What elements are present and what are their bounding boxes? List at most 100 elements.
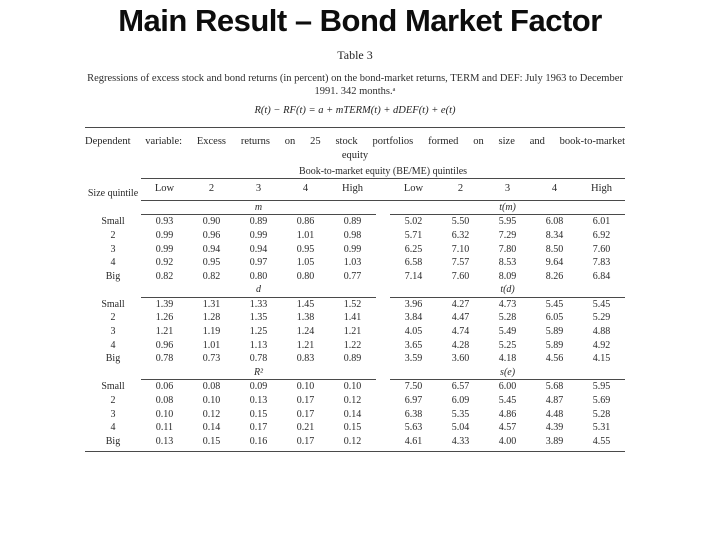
table-cell: 5.68 <box>545 381 564 393</box>
table-cell: 7.60 <box>592 243 611 255</box>
table-row: Small 1.39 1.31 1.33 1.45 1.52 3.96 4.27 4.73 5.4… <box>85 297 625 311</box>
table-cell: 0.99 <box>155 229 174 241</box>
table-cell: 7.60 <box>451 270 470 282</box>
table-cell: 0.21 <box>296 422 315 434</box>
table-cell: 0.92 <box>155 257 174 269</box>
table-cell: 6.25 <box>404 243 423 255</box>
column-gap <box>376 366 390 380</box>
table-cell: 5.31 <box>592 422 611 434</box>
table-cell: 5.50 <box>451 216 470 228</box>
table-row: 3 1.21 1.19 1.25 1.24 1.21 4.05 4.74 5.49 5.89 4.8… <box>85 325 625 339</box>
table-cell: 8.53 <box>498 257 517 269</box>
panel-right-label: t(d) <box>390 283 626 298</box>
table-cell: 0.09 <box>249 381 268 393</box>
column-header: High <box>329 178 376 201</box>
row-label: 2 <box>110 229 116 241</box>
table-cell: 0.82 <box>155 270 174 282</box>
table-cell: 0.80 <box>296 270 315 282</box>
table-cell: 1.21 <box>296 339 315 351</box>
table-cell: 0.12 <box>202 408 221 420</box>
table-cell: 3.89 <box>531 434 578 453</box>
table-row: Big 0.78 0.73 0.78 0.83 0.89 3.59 3.60 4.18 4.56 4… <box>85 352 625 366</box>
table-cell: 5.45 <box>545 298 564 310</box>
table-row: 3 0.10 0.12 0.15 0.17 0.14 6.38 5.35 4.86 4.48 5.2… <box>85 408 625 422</box>
table-cell: 1.38 <box>296 312 315 324</box>
size-quintile-label: Size quintile <box>87 187 139 199</box>
table-cell: 7.80 <box>498 243 517 255</box>
table-row: 2 1.26 1.28 1.35 1.38 1.41 3.84 4.47 5.28 6.05 5.2… <box>85 311 625 325</box>
table-cell: 0.89 <box>343 353 362 365</box>
table-cell: 1.03 <box>343 257 362 269</box>
row-label: Small <box>101 298 125 310</box>
table-cell: 0.89 <box>249 216 268 228</box>
table-cell: 5.71 <box>404 229 423 241</box>
row-label: Big <box>85 434 141 453</box>
table-cell: 0.94 <box>249 243 268 255</box>
table-cell: 0.16 <box>235 434 282 453</box>
table-cell: 1.31 <box>202 298 221 310</box>
table-cell: 0.86 <box>296 216 315 228</box>
row-label: Small <box>101 381 125 393</box>
table-row: 3 0.99 0.94 0.94 0.95 0.99 6.25 7.10 7.80 8.50 7.6… <box>85 243 625 257</box>
regression-table: Size quintile Book-to-market equity (BE/… <box>85 164 626 453</box>
table-cell: 0.11 <box>155 422 174 434</box>
table-cell: 4.48 <box>545 408 564 420</box>
table-cell: 0.12 <box>343 395 362 407</box>
table-cell: 0.89 <box>343 216 362 228</box>
table-cell: 3.65 <box>404 339 423 351</box>
table-row: Big 0.82 0.82 0.80 0.80 0.77 7.14 7.60 8.09 8.26 6… <box>85 270 625 284</box>
row-label: Big <box>105 270 121 282</box>
column-header: 2 <box>188 178 235 201</box>
table-cell: 1.24 <box>296 326 315 338</box>
table-cell: 9.64 <box>545 257 564 269</box>
table-cell: 5.89 <box>545 326 564 338</box>
table-cell: 5.49 <box>498 326 517 338</box>
table-cell: 7.83 <box>592 257 611 269</box>
table-caption: Regressions of excess stock and bond ret… <box>87 73 623 98</box>
table-row: Small 0.93 0.90 0.89 0.86 0.89 5.02 5.50 5.95 6.0… <box>85 215 625 229</box>
row-label: Big <box>105 353 121 365</box>
table-cell: 4.28 <box>451 339 470 351</box>
table-cell: 1.21 <box>155 326 174 338</box>
table-cell: 4.33 <box>437 434 484 453</box>
table-cell: 3.59 <box>404 353 423 365</box>
table-cell: 3.60 <box>451 353 470 365</box>
table-cell: 1.35 <box>249 312 268 324</box>
column-gap <box>376 421 390 435</box>
table-cell: 5.02 <box>404 216 423 228</box>
panel-spanner-spacer <box>85 200 141 215</box>
table-cell: 1.01 <box>296 229 315 241</box>
table-row: 4 0.11 0.14 0.17 0.21 0.15 5.63 5.04 4.57 4.39 5.3… <box>85 421 625 435</box>
table-cell: 4.92 <box>592 339 611 351</box>
table-number: Table 3 <box>337 48 373 62</box>
table-cell: 0.78 <box>155 353 174 365</box>
column-gap <box>376 256 390 270</box>
panel-left-label: R² <box>141 365 376 381</box>
table-head-rows: Size quintile Book-to-market equity (BE/… <box>85 164 626 201</box>
column-gap <box>376 283 390 297</box>
column-gap <box>376 178 390 201</box>
dependent-variable-line2: equity <box>341 149 369 161</box>
table-cell: 8.26 <box>545 270 564 282</box>
column-gap <box>376 270 390 284</box>
table-cell: 5.45 <box>498 395 517 407</box>
table-cell: 1.13 <box>249 339 268 351</box>
table-cell: 0.10 <box>343 381 362 393</box>
panel-spanner-row: m t(m) <box>85 200 626 216</box>
column-header: 3 <box>235 178 282 201</box>
table-cell: 1.22 <box>343 339 362 351</box>
table-cell: 0.94 <box>202 243 221 255</box>
table-cell: 5.04 <box>451 422 470 434</box>
table-cell: 4.39 <box>545 422 564 434</box>
table-cell: 1.26 <box>155 312 174 324</box>
table-cell: 1.19 <box>202 326 221 338</box>
table-cell: 6.00 <box>498 381 517 393</box>
table-cell: 3.96 <box>404 298 423 310</box>
column-header: 4 <box>531 178 578 201</box>
table-cell: 0.14 <box>202 422 221 434</box>
column-gap <box>376 311 390 325</box>
table-cell: 1.33 <box>249 298 268 310</box>
panel-right-label: t(m) <box>390 200 626 216</box>
table-cell: 0.93 <box>155 216 174 228</box>
